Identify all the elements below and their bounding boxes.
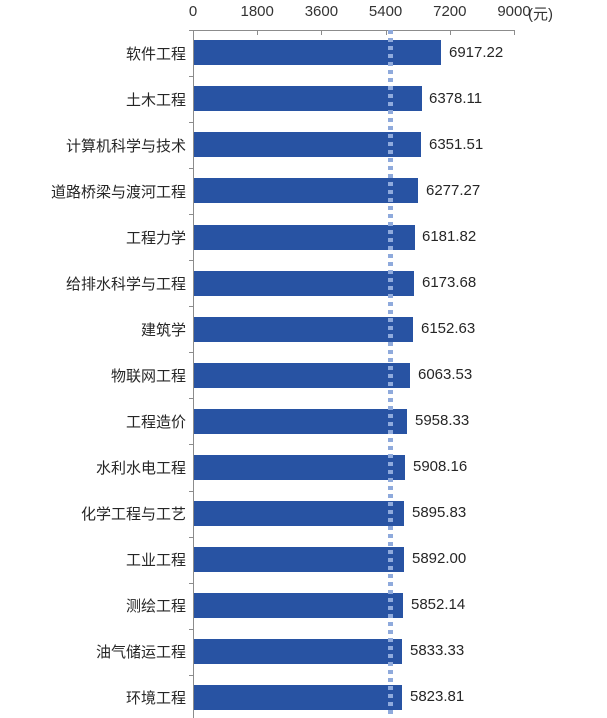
bar xyxy=(194,501,405,526)
category-label: 建筑学 xyxy=(140,322,186,339)
y-axis-tick-mark xyxy=(189,214,194,215)
y-axis-tick-mark xyxy=(189,444,194,445)
category-label: 土木工程 xyxy=(125,92,186,109)
y-axis-tick-mark xyxy=(189,491,194,492)
value-label: 6277.27 xyxy=(426,182,481,199)
y-axis-tick-mark xyxy=(189,675,194,676)
x-axis-tick-mark xyxy=(321,30,323,35)
value-label: 6378.11 xyxy=(429,90,483,107)
x-axis-tick-label: 9000 xyxy=(497,3,531,20)
bar xyxy=(194,685,402,710)
y-axis-tick-mark xyxy=(189,629,194,630)
bar xyxy=(194,593,403,618)
value-label: 6173.68 xyxy=(422,274,477,291)
category-label: 计算机科学与技术 xyxy=(65,138,186,155)
category-label: 给排水科学与工程 xyxy=(65,276,186,293)
bar xyxy=(194,317,414,342)
bar xyxy=(194,547,405,572)
category-label: 物联网工程 xyxy=(110,368,186,385)
y-axis-tick-mark xyxy=(189,122,194,123)
bar xyxy=(194,86,422,111)
y-axis-tick-mark xyxy=(189,352,194,353)
category-label: 水利水电工程 xyxy=(95,460,186,477)
value-label: 5852.14 xyxy=(411,596,466,613)
x-axis-tick-mark xyxy=(385,30,387,35)
value-label: 5833.33 xyxy=(410,642,465,659)
value-label: 6917.22 xyxy=(449,44,504,61)
category-label: 工程造价 xyxy=(125,414,186,431)
bar xyxy=(194,639,403,664)
category-label: 油气储运工程 xyxy=(95,644,186,661)
bar xyxy=(194,271,415,296)
category-label: 环境工程 xyxy=(125,690,186,707)
category-label: 测绘工程 xyxy=(125,598,186,615)
value-label: 6063.53 xyxy=(418,366,473,383)
category-label: 化学工程与工艺 xyxy=(80,506,186,523)
y-axis-tick-mark xyxy=(189,76,194,77)
bar xyxy=(194,363,411,388)
y-axis-tick-mark xyxy=(189,168,194,169)
x-axis-tick-mark xyxy=(257,30,259,35)
y-axis-tick-mark xyxy=(189,583,194,584)
value-label: 5895.83 xyxy=(412,504,467,521)
x-axis-tick-label: 1800 xyxy=(240,3,274,20)
value-label: 5958.33 xyxy=(415,412,470,429)
value-label: 6152.63 xyxy=(421,320,476,337)
x-axis-tick-label: 3600 xyxy=(304,3,339,20)
x-axis-tick-label: 0 xyxy=(188,3,198,20)
value-label: 5823.81 xyxy=(410,688,465,705)
bar xyxy=(194,455,405,480)
plot-border-left xyxy=(193,30,194,718)
bar xyxy=(194,409,407,434)
reference-line xyxy=(388,30,393,718)
x-axis-tick-mark xyxy=(449,30,451,35)
x-axis-tick-mark xyxy=(514,30,515,35)
category-label: 道路桥梁与渡河工程 xyxy=(50,184,186,201)
bar xyxy=(194,178,418,203)
x-axis-tick-label: 5400 xyxy=(368,3,403,20)
value-label: 6181.82 xyxy=(422,228,477,245)
x-axis-tick-label: 7200 xyxy=(433,3,467,20)
x-axis-tick-mark xyxy=(193,30,194,35)
plot-border-top xyxy=(193,30,515,31)
value-label: 5892.00 xyxy=(412,550,467,567)
category-label: 工程力学 xyxy=(125,230,186,247)
y-axis-tick-mark xyxy=(189,260,194,261)
bar xyxy=(194,225,415,250)
category-label: 工业工程 xyxy=(125,552,186,569)
y-axis-tick-mark xyxy=(189,537,194,538)
value-label: 6351.51 xyxy=(429,136,484,153)
bar xyxy=(194,132,421,157)
axis-unit-label: (元) xyxy=(528,6,553,23)
value-label: 5908.16 xyxy=(413,458,468,475)
y-axis-tick-mark xyxy=(189,306,194,307)
y-axis-tick-mark xyxy=(189,30,194,31)
category-label: 软件工程 xyxy=(125,46,186,63)
bar xyxy=(194,40,441,65)
y-axis-tick-mark xyxy=(189,398,194,399)
